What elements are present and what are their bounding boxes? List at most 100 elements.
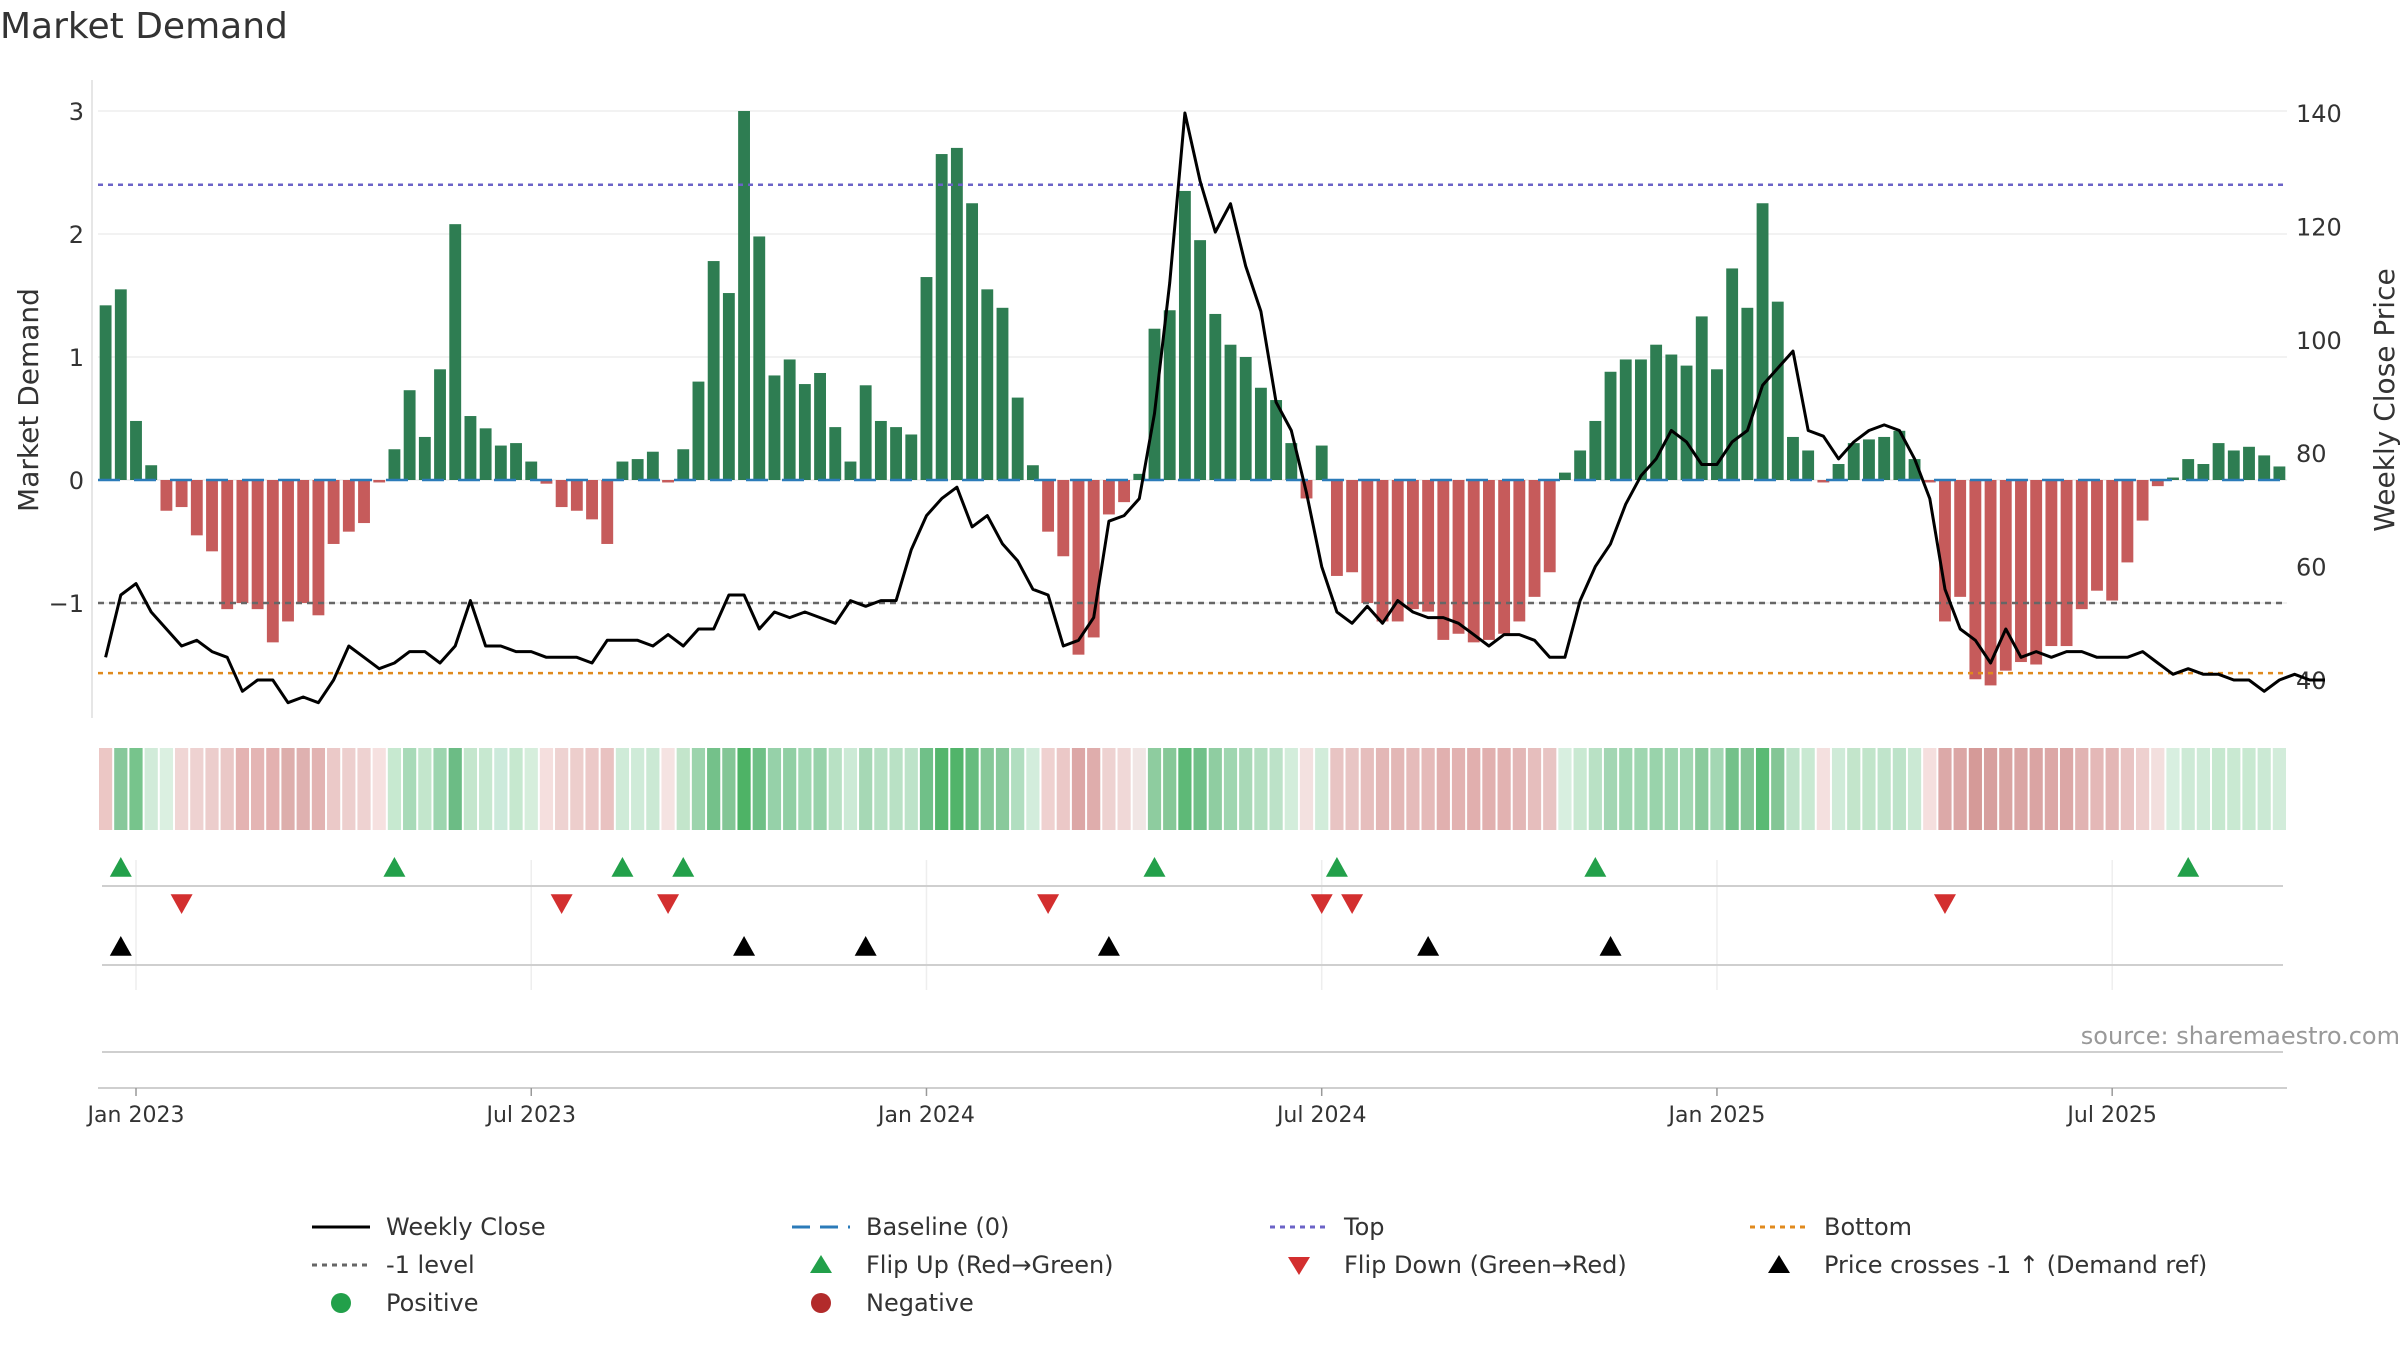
demand-bar [1802,450,1815,480]
demand-bar [1330,480,1343,576]
heat-strip-cell [220,748,234,830]
heat-strip-cell [980,748,994,830]
heat-strip-cell [1482,748,1496,830]
heat-strip-cell [1436,748,1450,830]
demand-bar [1650,344,1663,480]
demand-bar [479,428,492,480]
heat-strip-cell [448,748,462,830]
demand-bar [312,480,325,616]
demand-bar [2030,480,2043,665]
heat-strip-cell [1558,748,1572,830]
heat-strip-cell [2120,748,2134,830]
heat-strip-cell [1771,748,1785,830]
demand-bar [1863,439,1875,480]
heat-strip-cell [418,748,432,830]
heat-strip-cell [205,748,219,830]
y-right-tick-label: 80 [2296,440,2327,468]
heat-strip-cell [1117,748,1131,830]
heat-strip-cell [767,748,782,830]
heat-strip-cell [1923,748,1937,830]
heat-strip-cell [1178,748,1192,830]
demand-bar [2106,480,2119,601]
demand-bar [616,461,629,480]
demand-bar [1042,480,1055,532]
demand-bar [981,289,994,480]
demand-bar [692,381,705,480]
chart-title: Market Demand [0,6,288,47]
demand-bar [2273,466,2286,480]
demand-bar [874,420,887,480]
x-tick-label: Jul 2023 [484,1103,576,1128]
legend-label: Flip Down (Green→Red) [1344,1251,1627,1279]
demand-bar [540,480,553,484]
legend-item: -1 level [310,1248,475,1282]
legend-swatch [1768,1255,1790,1273]
heat-strip-cell [1254,748,1268,830]
legend-item: Positive [310,1286,479,1320]
y-right-axis-title: Weekly Close Price [2368,268,2400,531]
price-cross-marker [109,936,132,956]
demand-bar [1847,443,1860,480]
flip-up-marker [1584,857,1607,877]
demand-bar [1194,240,1207,480]
heat-strip-cell [524,748,538,830]
x-tick-label: Jan 2023 [86,1103,185,1128]
heat-strip-cell [2272,748,2286,830]
demand-bar [1026,465,1039,480]
heat-strip-cell [372,748,386,830]
legend-label: Positive [386,1289,479,1317]
demand-bar [2060,480,2073,647]
legend-label: Top [1344,1213,1385,1241]
heat-strip-cell [1087,748,1101,830]
heat-strip-cell [2242,748,2256,830]
heat-strip-cell [235,748,250,830]
flip-up-marker [2177,857,2200,877]
heat-strip-cell [1892,748,1906,830]
heat-strip-cell [1543,748,1557,830]
demand-bar [266,480,279,643]
demand-bar [1711,369,1723,480]
demand-bar [1452,480,1465,634]
demand-bar [510,443,522,480]
demand-bar [1741,307,1754,480]
heat-strip-cell [1056,748,1070,830]
heat-strip-cell [1330,748,1344,830]
legend-item: Price crosses -1 ↑ (Demand ref) [1748,1248,2207,1282]
demand-bar [1589,420,1602,480]
heat-strip-cell [2196,748,2210,830]
flip-down-marker [657,894,680,914]
heat-strip-cell [2044,748,2058,830]
heat-strip-cell [904,748,918,830]
demand-bar [2227,450,2240,480]
heat-strip-cell [631,748,645,830]
demand-bar [2212,443,2225,480]
heat-strip-cell [2151,748,2165,830]
heat-strip-cell [2090,748,2104,830]
flip-up-marker [1143,857,1166,877]
demand-bar [1346,480,1359,573]
demand-bar [1984,480,1997,686]
heat-strip-cell [1831,748,1846,830]
heat-strip-cell [494,748,508,830]
demand-bar [130,420,142,480]
heat-strip-cell [737,748,751,830]
heat-strip-cell [159,748,174,830]
heat-strip-cell [175,748,189,830]
flip-down-marker [1933,894,1956,914]
demand-bar [1224,344,1237,480]
demand-bar [1178,190,1191,480]
heat-strip-cell [296,748,310,830]
demand-bar [1102,480,1115,515]
demand-bar [601,480,614,544]
heat-strip-cell [509,748,523,830]
heat-strip-cell [463,748,478,830]
heat-strip-cell [1071,748,1086,830]
demand-bar [373,480,386,483]
demand-bar [722,293,735,480]
demand-bar [1832,464,1845,480]
demand-bar [2258,455,2271,480]
heat-strip-cell [311,748,326,830]
demand-bar [2121,480,2134,563]
price-cross-marker [854,936,877,956]
demand-bar [2136,480,2149,521]
